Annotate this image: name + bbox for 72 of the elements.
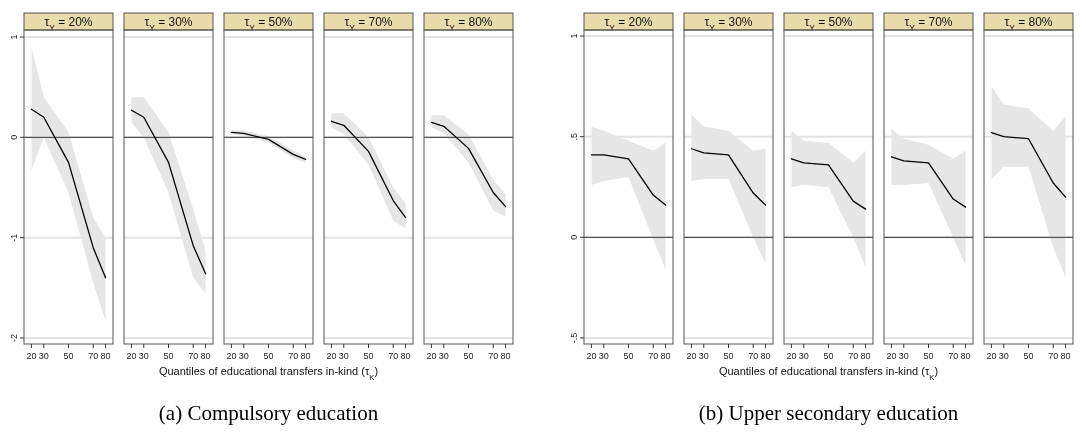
x-tick-label: 80 (760, 351, 771, 361)
x-tick-label: 80 (400, 351, 411, 361)
x-tick-label: 20 (126, 351, 137, 361)
x-tick-label: 30 (698, 351, 709, 361)
x-tick-label: 30 (38, 351, 49, 361)
x-tick-label: 70 (88, 351, 99, 361)
x-tick-label: 50 (623, 351, 634, 361)
x-tick-label: 20 (26, 351, 37, 361)
x-tick-label: 30 (998, 351, 1009, 361)
x-tick-label: 80 (500, 351, 511, 361)
x-tick-label: 50 (723, 351, 734, 361)
x-tick-label: 20 (786, 351, 797, 361)
x-tick-label: 50 (823, 351, 834, 361)
chart-title: τ$_{Y}$ = 20% (604, 15, 653, 33)
x-axis-title: Quantiles of educational transfers in-kind (τ$_{K}$) (718, 365, 939, 382)
x-tick-label: 30 (798, 351, 809, 361)
text: (a) Compulsory education (158, 401, 379, 425)
x-tick-label: 50 (923, 351, 934, 361)
x-tick-label: 80 (1060, 351, 1071, 361)
x-tick-label: 30 (898, 351, 909, 361)
x-tick-label: 70 (388, 351, 399, 361)
y-tick-label: -.5 (569, 332, 579, 344)
x-tick-label: 70 (1048, 351, 1059, 361)
y-tick-label: 0 (9, 134, 19, 140)
x-tick-label: 20 (326, 351, 337, 361)
x-tick-label: 20 (586, 351, 597, 361)
x-tick-label: 80 (200, 351, 211, 361)
chart-title: τ$_{Y}$ = 50% (804, 15, 853, 33)
chart-title: τ$_{Y}$ = 30% (144, 15, 193, 33)
x-tick-label: 20 (426, 351, 437, 361)
y-tick-label: 0 (569, 234, 579, 240)
x-tick-label: 50 (1023, 351, 1034, 361)
x-tick-label: 80 (100, 351, 111, 361)
x-tick-label: 80 (660, 351, 671, 361)
text: (b) Upper secondary education (698, 401, 959, 425)
x-tick-label: 50 (263, 351, 274, 361)
x-tick-label: 20 (986, 351, 997, 361)
x-tick-label: 30 (438, 351, 449, 361)
x-tick-label: 50 (463, 351, 474, 361)
chart-title: τ$_{Y}$ = 20% (44, 15, 93, 33)
chart-title: τ$_{Y}$ = 70% (344, 15, 393, 33)
x-axis-title: Quantiles of educational transfers in-kind (τ$_{K}$) (158, 365, 379, 382)
x-tick-label: 30 (338, 351, 349, 361)
chart-title: τ$_{Y}$ = 30% (704, 15, 753, 33)
x-tick-label: 30 (598, 351, 609, 361)
x-tick-label: 80 (860, 351, 871, 361)
chart-title: τ$_{Y}$ = 80% (1004, 15, 1053, 33)
x-tick-label: 70 (188, 351, 199, 361)
x-tick-label: 70 (848, 351, 859, 361)
x-tick-label: 70 (948, 351, 959, 361)
x-tick-label: 80 (960, 351, 971, 361)
chart-title: τ$_{Y}$ = 80% (444, 15, 493, 33)
x-tick-label: 80 (300, 351, 311, 361)
x-tick-label: 70 (488, 351, 499, 361)
x-tick-label: 20 (686, 351, 697, 361)
x-tick-label: 70 (648, 351, 659, 361)
y-tick-label: 1 (9, 34, 19, 40)
chart-title: τ$_{Y}$ = 50% (244, 15, 293, 33)
x-tick-label: 30 (238, 351, 249, 361)
x-tick-label: 70 (288, 351, 299, 361)
x-tick-label: 50 (163, 351, 174, 361)
y-tick-label: .5 (569, 132, 579, 141)
y-tick-label: 1 (569, 33, 579, 39)
x-tick-label: 50 (363, 351, 374, 361)
chart-title: τ$_{Y}$ = 70% (904, 15, 953, 33)
x-tick-label: 20 (226, 351, 237, 361)
y-tick-label: -2 (9, 333, 19, 342)
x-tick-label: 30 (138, 351, 149, 361)
x-tick-label: 20 (886, 351, 897, 361)
x-tick-label: 50 (63, 351, 74, 361)
y-tick-label: -1 (9, 233, 19, 242)
x-tick-label: 70 (748, 351, 759, 361)
